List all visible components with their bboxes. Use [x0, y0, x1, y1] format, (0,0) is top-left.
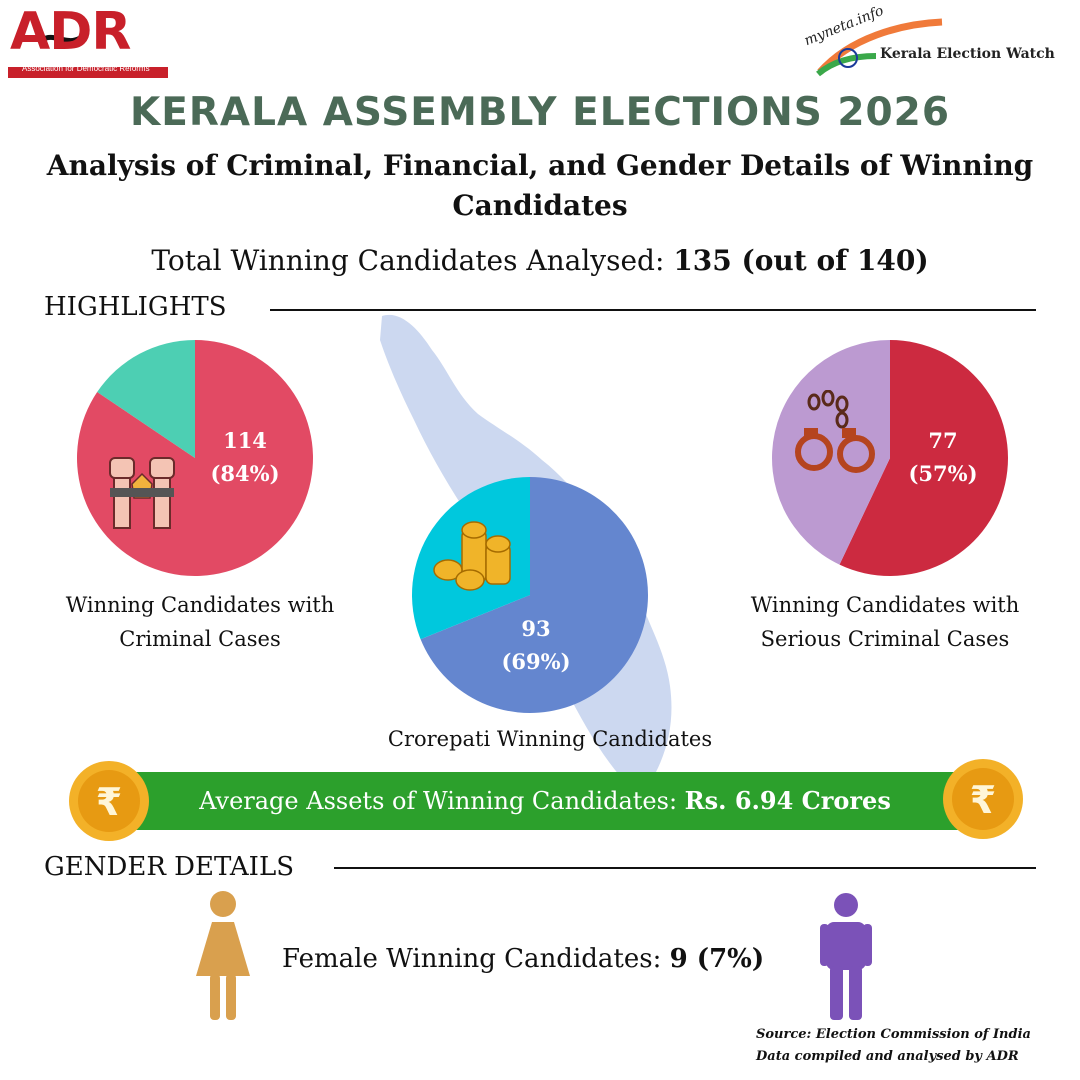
- total-candidates-line: Total Winning Candidates Analysed: 135 (…: [0, 244, 1080, 277]
- source-note: Source: Election Commission of India Dat…: [756, 1024, 1031, 1068]
- source-line-1: Source: Election Commission of India: [756, 1027, 1031, 1042]
- handcuffs-icon: [795, 390, 875, 473]
- highlights-divider: [270, 309, 1036, 311]
- average-assets-value: Rs. 6.94 Crores: [684, 786, 891, 815]
- pie-criminal-cases: [77, 340, 314, 576]
- pie-crorepati: [412, 477, 648, 713]
- serious-caption: Winning Candidates with Serious Criminal…: [750, 593, 1020, 651]
- handcuffed-hands-icon: [109, 457, 175, 529]
- crorepati-slice-0: [420, 477, 648, 713]
- source-line-2: Data compiled and analysed by ADR: [756, 1049, 1019, 1064]
- serious-count-label: 77: [928, 428, 958, 453]
- rupee-coin-left-icon: ₹: [69, 761, 149, 841]
- green-swoosh: [816, 53, 877, 77]
- criminal-slice-0: [77, 340, 314, 576]
- female-candidates-line: Female Winning Candidates: 9 (7%): [282, 944, 764, 974]
- adr-logo-subtext: Association for Democratic Reforms: [22, 64, 150, 73]
- female-icon: [196, 891, 250, 1020]
- saffron-swoosh: [817, 18, 943, 75]
- page-title: KERALA ASSEMBLY ELECTIONS 2026: [130, 90, 950, 135]
- crorepati-percent-label: (69%): [501, 649, 571, 674]
- gender-heading: GENDER DETAILS: [44, 852, 295, 882]
- total-label: Total Winning Candidates Analysed:: [151, 244, 665, 277]
- page-subtitle: Analysis of Criminal, Financial, and Gen…: [46, 149, 1034, 222]
- criminal-slice-1: [97, 340, 195, 458]
- highlights-heading: HIGHLIGHTS: [44, 292, 227, 322]
- female-value: 9 (7%): [669, 944, 765, 974]
- svg-text:₹: ₹: [970, 778, 996, 822]
- male-icon: [820, 893, 872, 1020]
- rupee-coin-right-icon: ₹: [943, 759, 1023, 839]
- adr-logo-text: ADR: [10, 2, 131, 62]
- average-assets-text: Average Assets of Winning Candidates: Rs…: [105, 772, 985, 830]
- myneta-logo: [800, 8, 1072, 78]
- gender-divider: [334, 867, 1036, 869]
- criminal-percent-label: (84%): [210, 461, 280, 486]
- chakra-icon: [838, 48, 858, 68]
- serious-percent-label: (57%): [908, 461, 978, 486]
- crorepati-count-label: 93: [521, 616, 551, 641]
- female-label: Female Winning Candidates:: [282, 944, 662, 974]
- svg-text:₹: ₹: [96, 780, 122, 824]
- criminal-caption: Winning Candidates with Criminal Cases: [65, 593, 335, 651]
- gold-coins-icon: [433, 521, 511, 591]
- serious-slice-0: [839, 340, 1008, 576]
- kerala-election-watch-text: Kerala Election Watch: [880, 46, 1055, 62]
- total-value: 135 (out of 140): [673, 244, 929, 277]
- criminal-count-label: 114: [223, 428, 267, 453]
- average-assets-banner: [105, 772, 985, 830]
- adr-logo-frame: [8, 34, 168, 78]
- adr-logo: [8, 10, 170, 80]
- average-assets-label: Average Assets of Winning Candidates:: [199, 787, 678, 815]
- crorepati-caption: Crorepati Winning Candidates: [387, 727, 713, 751]
